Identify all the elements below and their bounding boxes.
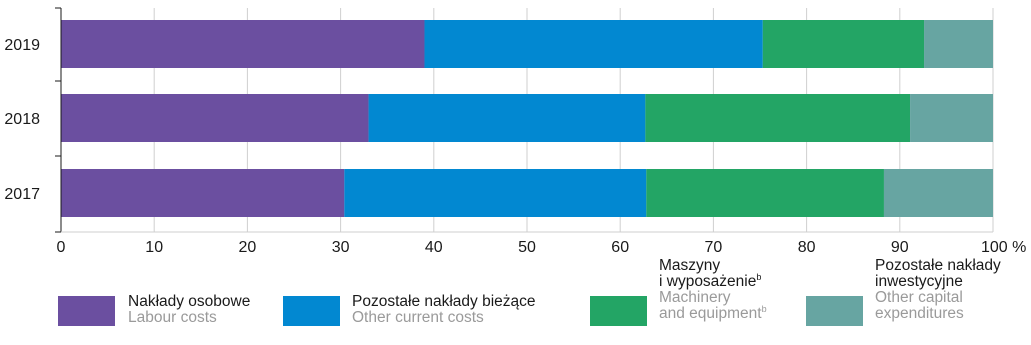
x-tick-labels: 0 10 20 30 40 50 60 70 80 90 100 % bbox=[57, 239, 1027, 256]
y-tick-label: 2018 bbox=[4, 111, 40, 128]
bar-segment bbox=[61, 20, 425, 68]
legend-label-pl-line2: inwestycyjne bbox=[875, 273, 963, 290]
bar-segment bbox=[883, 169, 993, 217]
bar-segment bbox=[424, 20, 763, 68]
x-tick-label: 20 bbox=[239, 239, 257, 256]
x-tick-label: 10 bbox=[145, 239, 163, 256]
legend-swatch-other-current bbox=[283, 296, 340, 326]
axes bbox=[55, 7, 993, 233]
y-tick-label: 2019 bbox=[4, 37, 40, 54]
bar-segment bbox=[646, 169, 884, 217]
legend-label-en: Labour costs bbox=[128, 309, 217, 326]
legend-label-pl-line2: i wyposażenie bbox=[659, 273, 757, 290]
x-tick-label: 90 bbox=[891, 239, 909, 256]
x-tick-label: 30 bbox=[332, 239, 350, 256]
x-tick-label: 100 % bbox=[981, 239, 1026, 256]
x-tick-label: 70 bbox=[705, 239, 723, 256]
bar-segment bbox=[762, 20, 925, 68]
x-tick-label: 60 bbox=[611, 239, 629, 256]
x-tick-label: 0 bbox=[57, 239, 66, 256]
legend-label-pl: Nakłady osobowe bbox=[128, 293, 251, 310]
legend-label-pl-line1: Maszyny bbox=[659, 257, 721, 274]
bar-segment bbox=[645, 94, 911, 142]
legend-label-pl-line1: Pozostałe nakłady bbox=[875, 257, 1001, 274]
footnote-marker: b bbox=[756, 272, 762, 282]
legend-swatch-machinery bbox=[590, 296, 647, 326]
footnote-marker: b bbox=[761, 304, 767, 314]
bar-segment bbox=[368, 94, 646, 142]
y-tick-label: 2017 bbox=[4, 186, 40, 203]
legend-swatch-labour bbox=[58, 296, 115, 326]
legend-swatch-other-capital bbox=[806, 296, 863, 326]
legend: Nakłady osobowe Labour costs Pozostałe n… bbox=[0, 258, 1031, 345]
bar-segment bbox=[344, 169, 647, 217]
legend-label-en-line2: expenditures bbox=[875, 305, 964, 322]
legend-label-pl: Pozostałe nakłady bieżące bbox=[352, 293, 536, 310]
x-tick-label: 50 bbox=[518, 239, 536, 256]
legend-label-en: Other current costs bbox=[352, 309, 484, 326]
y-tick-labels: 2019 2018 2017 bbox=[4, 37, 40, 203]
bar-segment bbox=[910, 94, 993, 142]
x-tick-label: 80 bbox=[798, 239, 816, 256]
bar-segment bbox=[924, 20, 993, 68]
legend-label-en-line2: and equipment bbox=[659, 305, 762, 322]
bar-segment bbox=[61, 169, 345, 217]
x-tick-label: 40 bbox=[425, 239, 443, 256]
legend-label-en-line1: Other capital bbox=[875, 289, 963, 306]
bar-segment bbox=[61, 94, 369, 142]
bars bbox=[61, 20, 993, 217]
legend-label-en-line1: Machinery bbox=[659, 289, 731, 306]
